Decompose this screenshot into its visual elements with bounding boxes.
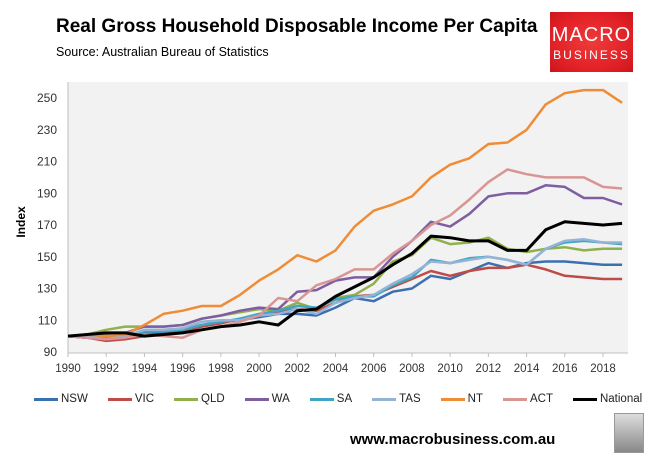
x-tick-label: 2012 <box>476 363 502 375</box>
legend-label: TAS <box>399 393 421 405</box>
plot-area <box>68 82 628 353</box>
legend-swatch <box>244 397 269 401</box>
series-line-national <box>67 220 623 338</box>
x-tick-label: 1998 <box>208 363 234 375</box>
legend-item-national: National <box>572 393 643 405</box>
y-tick-label: 230 <box>37 123 57 137</box>
x-tick-label: 2002 <box>284 363 310 375</box>
y-tick-label: 210 <box>37 155 57 169</box>
legend-swatch <box>372 397 397 401</box>
series-line-nt <box>67 88 623 338</box>
y-tick-label: 190 <box>37 186 57 200</box>
legend-item-nsw: NSW <box>34 393 88 405</box>
y-tick-label: 150 <box>37 250 57 264</box>
x-tick-label: 2000 <box>246 363 272 375</box>
y-axis-label: Index <box>14 206 28 238</box>
footer-url: www.macrobusiness.com.au <box>350 431 556 448</box>
chart-source: Source: Australian Bureau of Statistics <box>56 45 269 59</box>
series-line-wa <box>67 184 623 339</box>
wolf-icon <box>614 413 644 453</box>
logo-line2: BUSINESS <box>553 48 630 62</box>
x-tick-label: 1996 <box>170 363 196 375</box>
legend-label: ACT <box>529 393 553 405</box>
legend-label: SA <box>336 393 353 405</box>
y-tick-label: 90 <box>44 345 58 359</box>
x-tick-label: 2016 <box>552 363 578 375</box>
legend-swatch <box>174 397 199 401</box>
legend-item-tas: TAS <box>372 393 421 405</box>
legend-swatch <box>440 397 465 401</box>
series-line-tas <box>68 238 623 341</box>
x-tick-label: 2006 <box>361 363 387 375</box>
legend-swatch <box>502 397 527 401</box>
legend-swatch <box>34 397 58 401</box>
y-tick-label: 170 <box>37 218 57 232</box>
legend-label: NT <box>467 393 483 405</box>
legend-label: QLD <box>201 393 225 405</box>
macrobusiness-logo: MACRO BUSINESS <box>550 12 633 72</box>
chart-title: Real Gross Household Disposable Income P… <box>56 16 538 37</box>
legend-label: WA <box>271 393 290 405</box>
y-tick-label: 130 <box>37 282 57 296</box>
legend: NSW VIC QLD WA SA TAS NT ACT National <box>34 393 660 405</box>
x-tick-label: 2018 <box>590 363 616 375</box>
x-tick-label: 2008 <box>399 363 425 375</box>
x-tick-label: 1994 <box>132 363 158 375</box>
legend-item-vic: VIC <box>107 393 155 405</box>
legend-label: VIC <box>134 393 155 405</box>
legend-swatch <box>309 397 334 401</box>
y-tick-label: 110 <box>38 313 57 327</box>
x-tick-label: 1992 <box>93 363 119 375</box>
legend-swatch <box>572 397 597 401</box>
legend-item-qld: QLD <box>174 393 225 405</box>
legend-label: NSW <box>61 393 88 405</box>
legend-item-act: ACT <box>502 393 553 405</box>
legend-item-sa: SA <box>309 393 353 405</box>
x-tick-label: 2014 <box>514 363 540 375</box>
legend-item-wa: WA <box>244 393 290 405</box>
logo-line1: MACRO <box>551 24 632 46</box>
x-tick-label: 2004 <box>323 363 349 375</box>
legend-item-nt: NT <box>440 393 483 405</box>
legend-label: National <box>599 393 643 405</box>
x-tick-label: 2010 <box>437 363 463 375</box>
y-tick-label: 250 <box>37 91 57 105</box>
legend-swatch <box>107 397 132 401</box>
x-tick-label: 1990 <box>55 363 81 375</box>
